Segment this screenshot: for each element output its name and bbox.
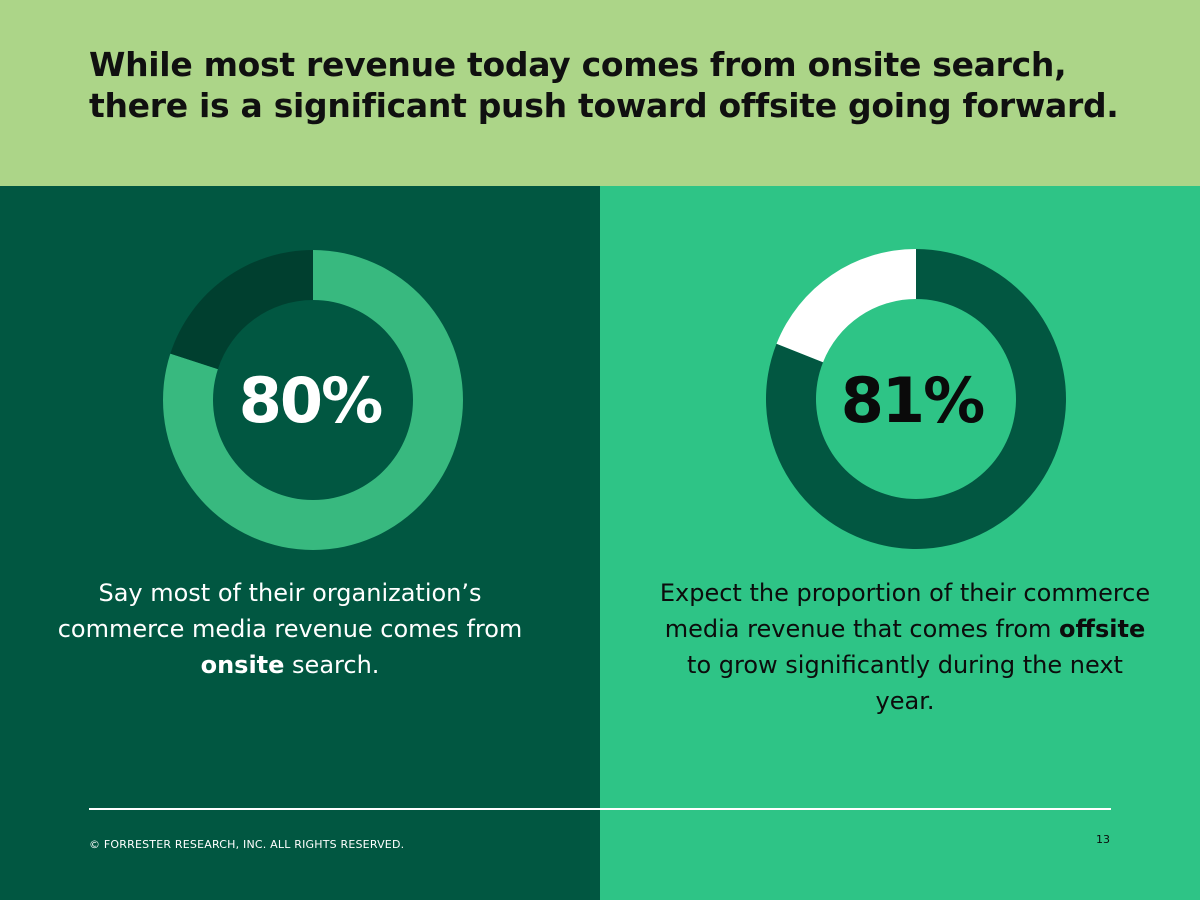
offsite-donut-chart (766, 249, 1066, 549)
donut-slice-1 (170, 250, 313, 370)
offsite-percentage-label: 81% (840, 364, 985, 437)
page-title: While most revenue today comes from onsi… (89, 44, 1169, 126)
footer-divider (89, 808, 1111, 810)
donut-slice-1 (776, 249, 916, 363)
onsite-percentage-label: 80% (238, 364, 383, 437)
page-title-line-1: While most revenue today comes from onsi… (89, 45, 1067, 84)
page-number: 13 (1096, 833, 1110, 846)
donut-slice-0 (766, 249, 1066, 549)
offsite-caption: Expect the proportion of their commerce … (655, 575, 1155, 719)
offsite-caption-text-1: Expect the proportion of their commerce … (659, 579, 1151, 643)
onsite-caption: Say most of their organization’s commerc… (40, 575, 540, 683)
onsite-caption-text-1: Say most of their organization’s commerc… (57, 579, 523, 643)
offsite-caption-emphasis: offsite (1059, 615, 1146, 643)
donut-slice-0 (163, 250, 464, 550)
page-title-line-2: there is a significant push toward offsi… (89, 86, 1119, 125)
header-band: While most revenue today comes from onsi… (0, 0, 1200, 186)
copyright-notice: © FORRESTER RESEARCH, INC. ALL RIGHTS RE… (89, 838, 405, 851)
onsite-caption-text-2: search. (284, 651, 380, 679)
offsite-caption-text-2: to grow significantly during the next ye… (687, 651, 1123, 715)
onsite-donut-chart (163, 250, 464, 550)
onsite-caption-emphasis: onsite (200, 651, 285, 679)
